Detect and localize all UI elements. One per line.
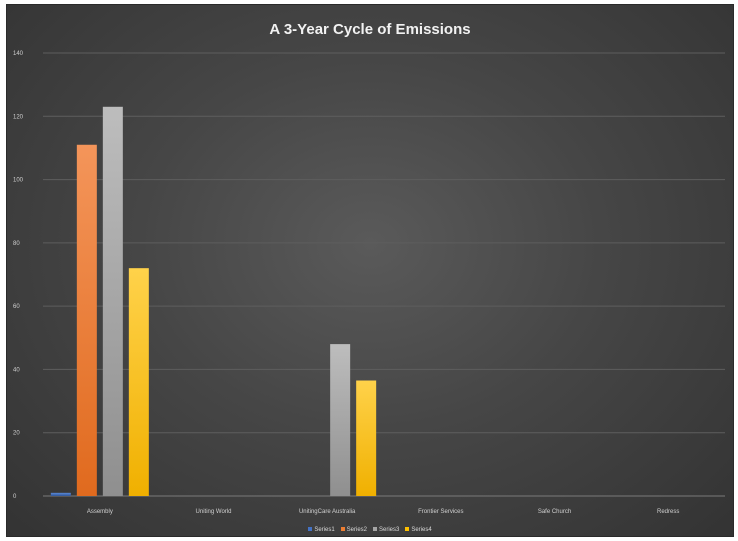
x-tick-label: Redress <box>657 509 679 515</box>
legend-label: Series2 <box>346 527 367 533</box>
legend-label: Series3 <box>379 527 400 533</box>
bar-series3-0 <box>102 106 123 497</box>
x-tick-label: Frontier Services <box>418 509 463 515</box>
legend-swatch <box>308 527 313 532</box>
legend-swatch <box>373 527 377 532</box>
y-tick-label: 100 <box>13 178 24 184</box>
bar-series4-2 <box>356 380 377 496</box>
legend-swatch <box>340 527 345 532</box>
y-tick-label: 140 <box>13 51 24 57</box>
legend-swatch <box>405 527 410 532</box>
y-tick-label: 40 <box>13 367 20 373</box>
bar-series2-0 <box>76 144 97 496</box>
chart-title: A 3-Year Cycle of Emissions <box>269 21 471 38</box>
legend-label: Series1 <box>314 527 335 533</box>
x-tick-label: Assembly <box>87 509 113 515</box>
y-tick-label: 120 <box>13 114 24 120</box>
plot-area: 0 20 40 60 80 100 120 140 Assembly Uniting World U… <box>13 51 725 515</box>
x-tick-label: Safe Church <box>538 509 571 515</box>
x-tick-label: Uniting World <box>196 509 232 515</box>
bar-series3-2 <box>330 344 351 496</box>
bar-series1-0 <box>50 492 71 496</box>
legend-item-series4: Series4 <box>405 527 432 533</box>
x-tick-label: UnitingCare Australia <box>299 509 356 515</box>
y-tick-label: 60 <box>13 304 20 310</box>
chart-area: A 3-Year Cycle of Emissions 0 20 40 60 80 100… <box>6 4 734 537</box>
legend-item-series1: Series1 <box>308 527 335 533</box>
bar-series4-0 <box>128 268 149 496</box>
legend-item-series3: Series3 <box>373 527 399 533</box>
y-tick-label: 80 <box>13 241 20 247</box>
legend-label: Series4 <box>411 527 432 533</box>
legend: Series1 Series2 Series3 Series4 <box>7 527 733 533</box>
y-tick-label: 20 <box>13 431 20 437</box>
legend-item-series2: Series2 <box>340 527 367 533</box>
y-tick-label: 0 <box>13 494 17 500</box>
